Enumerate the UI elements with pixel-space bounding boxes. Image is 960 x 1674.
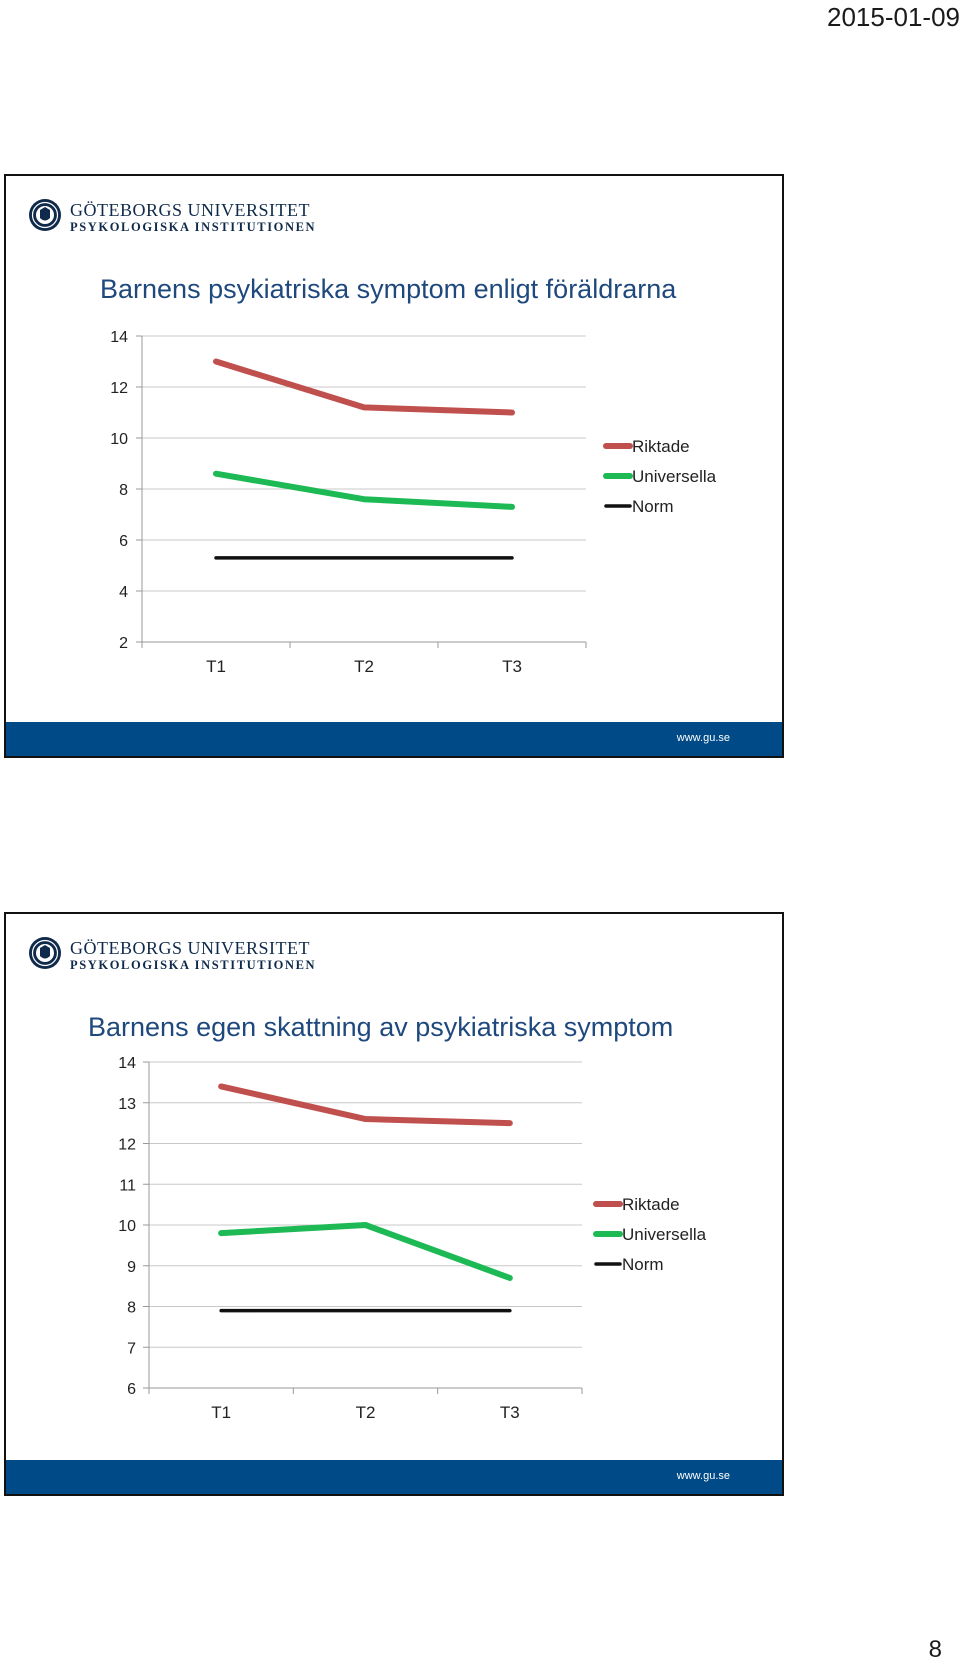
- x-tick-label: T3: [502, 657, 522, 676]
- y-tick-label: 12: [110, 380, 128, 397]
- university-name: GÖTEBORGS UNIVERSITET: [70, 938, 310, 958]
- page-date: 2015-01-09: [827, 2, 960, 32]
- y-tick-label: 10: [118, 1218, 136, 1235]
- y-tick-label: 6: [119, 533, 128, 550]
- series-line-riktade: [218, 1083, 513, 1127]
- x-tick-label: T2: [354, 657, 374, 676]
- x-tick-label: T2: [356, 1403, 376, 1422]
- footer-bar: www.gu.se: [6, 1460, 782, 1494]
- y-tick-label: 10: [110, 431, 128, 448]
- x-tick-label: T1: [211, 1403, 231, 1422]
- university-seal-icon: [29, 199, 61, 231]
- legend-label: Norm: [632, 497, 674, 516]
- y-tick-label: 12: [118, 1137, 136, 1154]
- y-tick-label: 8: [127, 1300, 136, 1317]
- legend-label: Norm: [622, 1255, 664, 1274]
- slide-2: GÖTEBORGS UNIVERSITET PSYKOLOGISKA INSTI…: [4, 912, 784, 1496]
- series-line-riktade: [213, 358, 515, 416]
- footer-url[interactable]: www.gu.se: [676, 1470, 730, 1482]
- chart-parents-symptoms: 2 4 6 8 10 12 14 T1 T2 T3 Riktade Universella Norm: [110, 329, 717, 676]
- y-tick-label: 4: [119, 584, 128, 601]
- slide-1: GÖTEBORGS UNIVERSITET PSYKOLOGISKA INSTI…: [4, 174, 784, 758]
- x-tick-label: T1: [206, 657, 226, 676]
- y-tick-label: 2: [119, 635, 128, 652]
- legend-label: Universella: [632, 467, 717, 486]
- footer-url[interactable]: www.gu.se: [676, 732, 730, 744]
- y-tick-label: 11: [119, 1177, 136, 1194]
- series-line-universella: [213, 470, 515, 510]
- y-tick-label: 14: [118, 1055, 136, 1072]
- chart-children-self-rating: 6 7 8 9 10 11 12 13 14 T1 T2 T3 Riktade Universella No…: [118, 1055, 707, 1422]
- university-header: GÖTEBORGS UNIVERSITET PSYKOLOGISKA INSTI…: [28, 934, 448, 984]
- university-seal-icon: [29, 937, 61, 969]
- institution-name: PSYKOLOGISKA INSTITUTIONEN: [70, 958, 317, 972]
- slide-title: Barnens egen skattning av psykiatriska s…: [88, 1012, 674, 1042]
- legend-label: Riktade: [622, 1195, 680, 1214]
- y-tick-label: 14: [110, 329, 128, 346]
- y-tick-label: 9: [127, 1259, 136, 1276]
- x-tick-label: T3: [500, 1403, 520, 1422]
- y-tick-label: 7: [127, 1340, 136, 1357]
- series-line-universella: [218, 1222, 513, 1281]
- y-tick-label: 6: [127, 1381, 136, 1398]
- footer-bar: www.gu.se: [6, 722, 782, 756]
- legend-label: Universella: [622, 1225, 707, 1244]
- legend-label: Riktade: [632, 437, 690, 456]
- university-header: GÖTEBORGS UNIVERSITET PSYKOLOGISKA INSTI…: [28, 196, 448, 246]
- institution-name: PSYKOLOGISKA INSTITUTIONEN: [70, 220, 317, 234]
- y-tick-label: 8: [119, 482, 128, 499]
- y-tick-label: 13: [118, 1096, 136, 1113]
- page-number: 8: [928, 1636, 942, 1663]
- slide-title: Barnens psykiatriska symptom enligt förä…: [100, 274, 677, 304]
- university-name: GÖTEBORGS UNIVERSITET: [70, 200, 310, 220]
